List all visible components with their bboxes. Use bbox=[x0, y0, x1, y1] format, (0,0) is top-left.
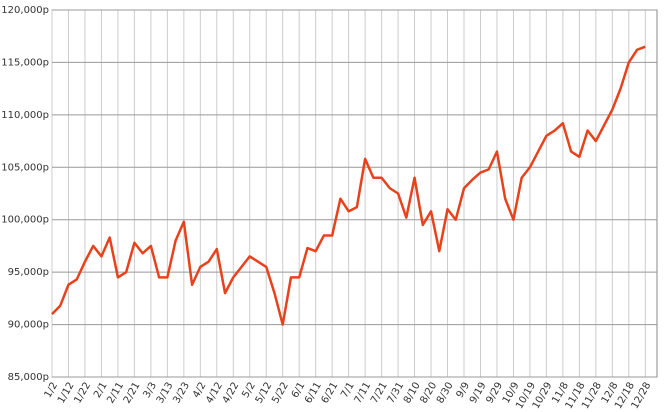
x-tick-label: 5/22 bbox=[270, 381, 291, 406]
x-tick-label: 2/21 bbox=[122, 381, 143, 406]
x-tick-label: 4/22 bbox=[221, 381, 242, 406]
x-tick-label: 3/23 bbox=[171, 381, 192, 406]
y-tick-label: 85,000p bbox=[8, 372, 49, 383]
line bbox=[51, 45, 646, 326]
y-tick-label: 90,000p bbox=[8, 320, 49, 331]
x-tick-label: 1/22 bbox=[72, 381, 93, 406]
y-tick-label: 100,000p bbox=[1, 215, 49, 226]
y-tick-label: 115,000p bbox=[1, 57, 49, 68]
y-tick-label: 120,000p bbox=[1, 5, 49, 16]
y-tick-label: 110,000p bbox=[1, 110, 49, 121]
y-tick-label: 95,000p bbox=[8, 267, 49, 278]
x-tick-label: 8/30 bbox=[435, 381, 456, 406]
y-tick-label: 105,000p bbox=[1, 162, 49, 173]
x-tick-label: 6/21 bbox=[320, 381, 341, 406]
plot-area bbox=[51, 9, 658, 378]
